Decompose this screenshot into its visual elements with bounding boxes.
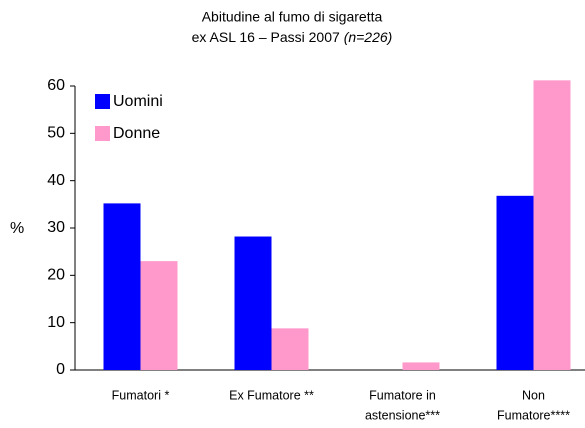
x-tick-label: astensione*** (365, 408, 440, 422)
bar (402, 362, 440, 370)
y-tick-label: 20 (47, 267, 65, 284)
bar (271, 328, 309, 370)
bar (234, 236, 272, 370)
y-tick-label: 30 (47, 219, 65, 236)
y-axis-label: % (10, 220, 24, 237)
y-tick-label: 40 (47, 172, 65, 189)
bar (140, 261, 178, 370)
bar (533, 80, 571, 370)
x-tick-label: Fumatore in (369, 388, 436, 402)
chart-subtitle: ex ASL 16 – Passi 2007 (n=226) (192, 29, 393, 45)
x-tick-label: Fumatori * (112, 388, 170, 402)
y-tick-label: 50 (47, 125, 65, 142)
y-tick-label: 0 (56, 361, 65, 378)
bar (496, 195, 534, 370)
y-tick-label: 60 (47, 77, 65, 94)
bar (103, 203, 141, 370)
subtitle-text: ex ASL 16 – Passi 2007 (192, 29, 340, 45)
annotation: (n=226) (344, 29, 393, 45)
x-tick-label: Fumatore**** (497, 408, 570, 422)
x-tick-label: Ex Fumatore ** (229, 388, 314, 402)
chart-title: Abitudine al fumo di sigaretta (202, 9, 383, 25)
legend-label: Uomini (113, 93, 163, 110)
y-tick-label: 10 (47, 314, 65, 331)
x-tick-label: Non (522, 388, 545, 402)
legend-swatch (95, 94, 110, 109)
legend-swatch (95, 126, 110, 141)
legend-label: Donne (113, 125, 160, 142)
